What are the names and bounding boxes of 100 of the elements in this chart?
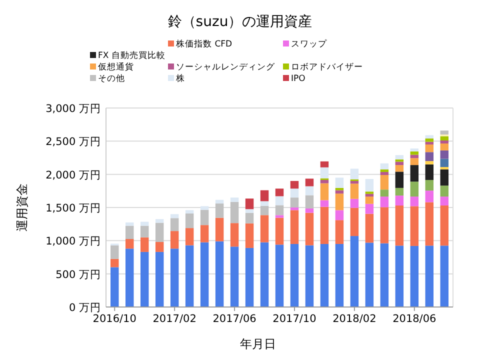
bar [275, 196, 284, 206]
bar [425, 135, 434, 139]
bar [290, 210, 299, 244]
legend-label: IPO [291, 74, 306, 84]
bar [200, 210, 209, 226]
bar [350, 184, 359, 199]
bar [215, 218, 224, 242]
bar [395, 162, 404, 166]
bar [425, 161, 434, 164]
bar [215, 200, 224, 204]
bar [125, 248, 134, 307]
bar [410, 148, 419, 152]
bar [305, 245, 314, 307]
bar [440, 186, 449, 197]
bar [185, 210, 194, 214]
bar [440, 150, 449, 159]
y-tick-label: 0 万円 [68, 302, 101, 314]
x-tick-label: 2017/06 [212, 313, 257, 325]
legend-label: その他 [98, 73, 125, 84]
bar [440, 246, 449, 307]
bar [170, 214, 179, 218]
bar [335, 178, 344, 188]
bar [425, 164, 434, 180]
bar [245, 223, 254, 248]
bar [110, 267, 119, 307]
bar [395, 196, 404, 206]
bar [305, 212, 314, 246]
bar [440, 136, 449, 141]
bar [305, 208, 314, 213]
bar [320, 183, 329, 200]
bar [440, 140, 449, 144]
bar [440, 143, 449, 150]
bar [110, 245, 119, 259]
bar [365, 194, 374, 197]
bar [320, 180, 329, 184]
bar [365, 204, 374, 214]
bar [245, 198, 254, 210]
y-tick-label: 2,500 万円 [46, 136, 101, 148]
bar [140, 252, 149, 307]
bar [125, 239, 134, 249]
bar [215, 204, 224, 218]
bar [395, 246, 404, 307]
bar [440, 130, 449, 135]
bar [440, 169, 449, 186]
legend-label: ソーシャルレンディング [176, 62, 276, 72]
bar [230, 198, 239, 202]
bar [215, 241, 224, 307]
bar [425, 190, 434, 202]
bar [155, 242, 164, 252]
bar [260, 242, 269, 307]
bar [230, 246, 239, 307]
bar [350, 198, 359, 208]
bar [380, 169, 389, 172]
bar [170, 218, 179, 232]
bar [290, 188, 299, 198]
bar [245, 209, 254, 213]
bar [335, 188, 344, 190]
bar [260, 190, 269, 202]
bar [290, 244, 299, 307]
bar [380, 207, 389, 244]
bar [320, 167, 329, 178]
bar [380, 190, 389, 197]
bar [350, 236, 359, 307]
bar [170, 248, 179, 307]
bar [335, 194, 344, 210]
bar [380, 172, 389, 175]
bar [290, 180, 299, 189]
bar [230, 202, 239, 224]
bar [335, 244, 344, 307]
y-tick-label: 1,000 万円 [46, 236, 101, 248]
bar [350, 168, 359, 180]
bar [260, 215, 269, 242]
bar [245, 248, 254, 307]
bar [410, 246, 419, 307]
bar [320, 206, 329, 244]
bar [425, 202, 434, 246]
bar [440, 196, 449, 206]
bar [425, 142, 434, 144]
bar [320, 161, 329, 168]
bar [410, 151, 419, 155]
bar [275, 188, 284, 196]
bar [290, 198, 299, 208]
x-tick-label: 2017/02 [152, 313, 196, 325]
bar [380, 163, 389, 170]
y-tick-label: 2,000 万円 [46, 169, 101, 182]
bar [335, 210, 344, 220]
bar [320, 244, 329, 307]
bar [155, 219, 164, 223]
y-tick-label: 500 万円 [56, 268, 101, 281]
bar [350, 180, 359, 184]
bar [305, 186, 314, 196]
bar [410, 196, 419, 206]
bar [440, 206, 449, 246]
bar [380, 196, 389, 208]
bar [275, 218, 284, 245]
bar [365, 242, 374, 307]
bar [305, 178, 314, 186]
legend-label: FX 自動売買比較 [98, 50, 166, 61]
x-tick-label: 2016/10 [92, 313, 136, 325]
chart-title: 鈴（suzu）の運用資産 [168, 14, 312, 30]
